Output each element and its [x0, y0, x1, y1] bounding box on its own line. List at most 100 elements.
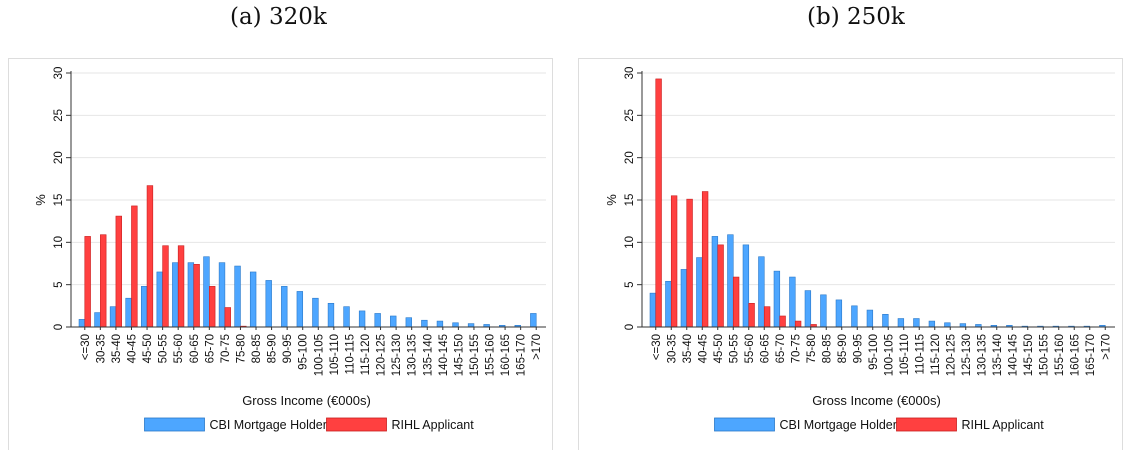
x-tick-label: 110-115 — [914, 334, 926, 375]
bar-cbi — [374, 313, 381, 328]
bar-cbi — [727, 234, 734, 328]
bar-cbi — [327, 302, 335, 328]
y-tick-label: 0 — [624, 324, 636, 330]
chart-panel-a: 0 5 10 15 20 25 30% <=30 30-35 35-40 40-45 45-50 50-… — [8, 58, 553, 450]
legend-label-rihl: RIHL Applicant — [392, 418, 475, 432]
bar-cbi — [249, 271, 257, 328]
x-tick-label: 110-115 — [344, 334, 356, 375]
x-tick-label: 90-95 — [282, 334, 294, 363]
x-tick-label: 55-60 — [744, 334, 756, 363]
bar-rihl — [763, 306, 771, 328]
bar-cbi — [882, 313, 889, 328]
bar-rihl — [655, 78, 662, 328]
x-tick-label: 65-70 — [204, 334, 216, 363]
bar-cbi — [390, 315, 397, 328]
bar-cbi — [452, 322, 459, 328]
bar-cbi — [421, 319, 428, 328]
x-tick-label: 30-35 — [666, 334, 678, 363]
x-tick-label: 60-65 — [189, 334, 201, 363]
y-tick-label: 0 — [53, 324, 65, 330]
bar-rihl — [131, 205, 138, 328]
x-tick-label: <=30 — [80, 334, 92, 360]
x-tick-label: 100-105 — [883, 334, 895, 376]
x-tick-label: 130-135 — [407, 334, 419, 376]
bar-rihl — [84, 236, 91, 328]
x-tick-label: 50-55 — [158, 334, 170, 363]
bar-cbi — [281, 286, 288, 328]
y-tick-label: 5 — [624, 281, 636, 287]
x-tick-label: 55-60 — [173, 334, 185, 363]
x-tick-label: 140-145 — [438, 334, 450, 376]
y-tick-label: 15 — [53, 194, 65, 207]
x-tick-label: 100-105 — [313, 334, 325, 376]
x-tick-label: 125-130 — [391, 334, 403, 376]
bar-cbi — [820, 294, 827, 328]
bar-cbi — [218, 262, 226, 328]
bar-rihl — [162, 245, 169, 328]
x-tick-label: 150-155 — [469, 334, 481, 376]
bar-cbi — [742, 244, 750, 328]
bar-rihl — [748, 302, 755, 328]
bar-cbi — [530, 313, 537, 328]
legend-label-rihl: RIHL Applicant — [962, 418, 1045, 432]
bar-cbi — [696, 257, 703, 328]
bar-cbi — [140, 286, 148, 328]
bar-rihl — [115, 215, 122, 328]
y-tick-label: 10 — [624, 236, 636, 249]
x-tick-label: 30-35 — [95, 334, 107, 363]
x-tick-label: 85-90 — [837, 334, 849, 363]
x-tick-label: 130-135 — [976, 334, 988, 376]
x-tick-label: 35-40 — [682, 334, 694, 363]
x-tick-label: 95-100 — [868, 334, 880, 370]
bar-rihl — [209, 286, 216, 328]
bar-rihl — [177, 245, 185, 328]
bar-cbi — [711, 236, 719, 328]
y-tick-label: 20 — [53, 151, 65, 164]
bar-cbi — [913, 318, 920, 328]
bar-cbi — [296, 291, 304, 328]
x-tick-label: 65-70 — [775, 334, 787, 363]
x-tick-label: 50-55 — [728, 334, 740, 363]
bar-rihl — [100, 234, 107, 328]
bar-cbi — [851, 305, 858, 328]
legend-swatch-cbi — [714, 417, 775, 432]
x-tick-label: >170 — [531, 334, 543, 360]
y-tick-label: 25 — [624, 109, 636, 122]
x-axis-label: Gross Income (€000s) — [812, 393, 941, 408]
x-tick-label: 90-95 — [852, 334, 864, 363]
bar-rihl — [717, 244, 724, 328]
bar-rihl — [146, 185, 154, 328]
bar-rihl — [670, 195, 678, 328]
bar-rihl — [779, 315, 786, 328]
bar-rihl — [794, 320, 802, 328]
bar-cbi — [172, 262, 179, 328]
y-tick-label: 30 — [53, 67, 65, 80]
bar-cbi — [343, 306, 350, 328]
bar-cbi — [928, 320, 936, 328]
bar-cbi — [187, 262, 195, 328]
x-tick-label: 60-65 — [759, 334, 771, 363]
x-tick-label: 140-145 — [1007, 334, 1019, 376]
x-tick-label: 75-80 — [235, 334, 247, 363]
bar-cbi — [109, 306, 117, 328]
bar-cbi — [665, 280, 672, 328]
x-tick-label: 125-130 — [961, 334, 973, 376]
bar-cbi — [78, 319, 86, 328]
bar-cbi — [866, 309, 874, 328]
bar-cbi — [897, 318, 905, 328]
bar-cbi — [680, 269, 688, 328]
x-tick-label: 155-160 — [485, 334, 497, 376]
y-axis-label: % — [33, 194, 48, 206]
y-tick-label: 25 — [53, 109, 65, 122]
x-tick-label: 40-45 — [127, 334, 139, 363]
x-tick-label: 165-170 — [516, 334, 528, 376]
bar-cbi — [358, 310, 366, 328]
x-tick-label: 70-75 — [220, 334, 232, 363]
x-tick-label: 105-110 — [899, 334, 911, 375]
bar-cbi — [835, 299, 843, 328]
x-tick-label: 80-85 — [821, 334, 833, 363]
bar-rihl — [701, 191, 709, 328]
x-tick-label: >170 — [1100, 334, 1112, 360]
y-tick-label: 15 — [624, 194, 636, 207]
